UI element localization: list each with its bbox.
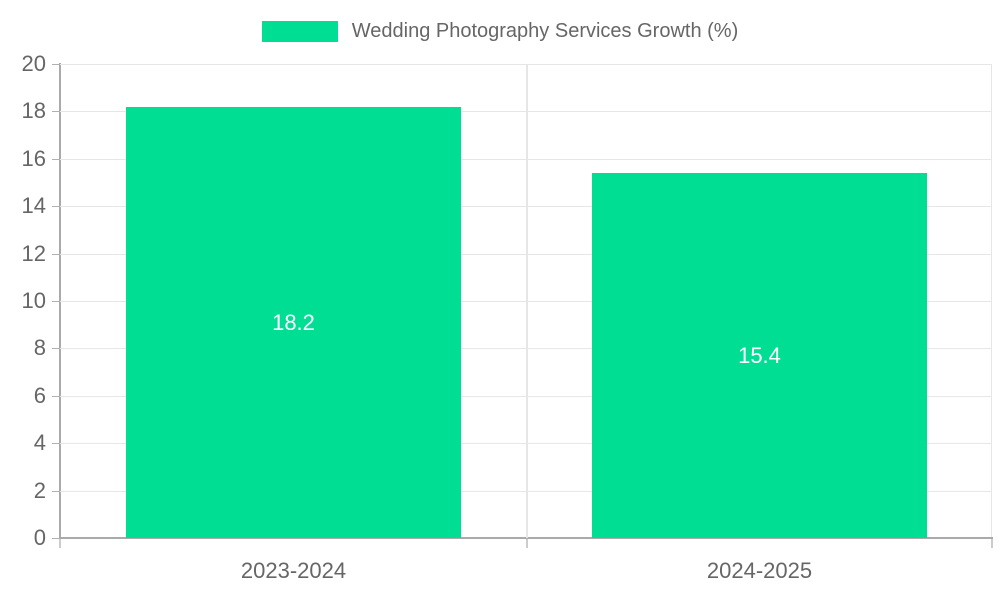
chart-legend: Wedding Photography Services Growth (%)	[0, 14, 1000, 48]
y-axis-tick-0	[52, 538, 60, 539]
y-axis-tick-4	[52, 443, 60, 444]
y-axis-tick-label-12: 12	[21, 241, 46, 266]
y-axis-tick-18	[52, 111, 60, 112]
y-axis-tick-label-8: 8	[33, 335, 46, 360]
x-axis-line	[59, 537, 993, 539]
y-axis-tick-label-16: 16	[21, 146, 46, 171]
y-axis-tick-label-0: 0	[33, 525, 46, 550]
y-axis-tick-label-2: 2	[33, 478, 46, 503]
y-axis-tick-6	[52, 396, 60, 397]
y-axis-tick-label-6: 6	[33, 383, 46, 408]
vertical-gridline	[526, 64, 528, 538]
y-axis-tick-label-4: 4	[33, 430, 46, 455]
bar-value-label: 15.4	[738, 342, 781, 368]
y-axis-tick-12	[52, 254, 60, 255]
y-axis-tick-20	[52, 64, 60, 65]
x-axis-tick-left	[59, 539, 61, 548]
x-axis-tick-right	[991, 539, 993, 548]
y-axis-tick-label-10: 10	[21, 288, 46, 313]
legend-color-swatch	[261, 20, 338, 42]
x-axis-tick-mid	[526, 539, 528, 548]
y-axis-tick-14	[52, 206, 60, 207]
bar[interactable]	[126, 107, 461, 538]
y-axis-tick-2	[52, 491, 60, 492]
y-axis-tick-10	[52, 301, 60, 302]
y-axis-tick-label-14: 14	[21, 193, 46, 218]
y-axis-tick-8	[52, 348, 60, 349]
bar[interactable]	[592, 173, 927, 538]
legend-label: Wedding Photography Services Growth (%)	[351, 20, 739, 42]
x-axis-tick-label: 2024-2025	[706, 558, 813, 583]
y-axis-tick-label-20: 20	[21, 51, 46, 76]
y-axis-tick-label-18: 18	[21, 98, 46, 123]
x-axis-tick-label: 2023-2024	[240, 558, 347, 583]
y-axis-tick-16	[52, 159, 60, 160]
bar-value-label: 18.2	[272, 309, 315, 335]
